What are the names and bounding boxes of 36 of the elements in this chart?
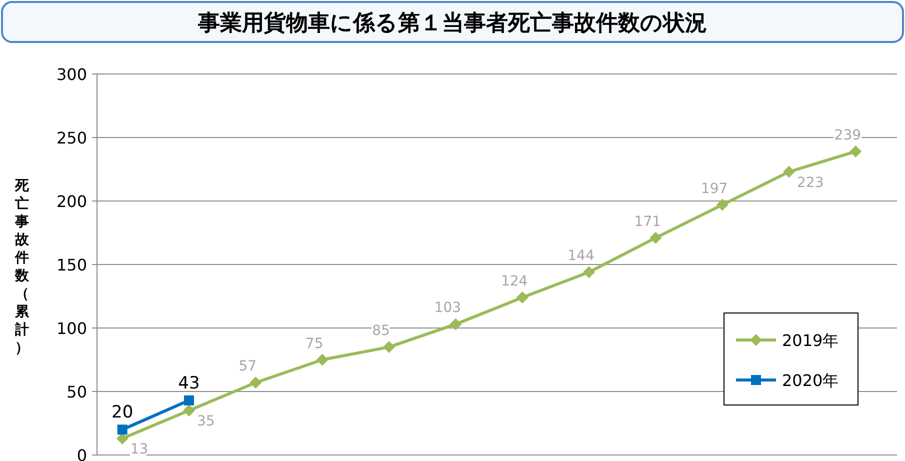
y-tick-label: 150 [56, 256, 87, 274]
data-label: 124 [500, 274, 528, 290]
legend-label: 2019年 [782, 331, 839, 350]
data-label: 75 [305, 336, 324, 352]
data-label: 103 [434, 300, 462, 316]
data-label: 223 [797, 174, 824, 191]
point [783, 166, 795, 178]
point [716, 198, 728, 211]
y-tick-label: 100 [56, 319, 87, 338]
data-label: 171 [634, 214, 662, 230]
data-label: 20 [112, 402, 134, 423]
point [383, 341, 395, 354]
data-label: 13 [130, 441, 148, 458]
point [650, 232, 662, 244]
legend-label: 2020年 [782, 371, 839, 390]
point [583, 266, 595, 278]
point [183, 404, 195, 417]
point [450, 318, 462, 330]
data-label: 57 [238, 358, 257, 375]
chart-title: 事業用貨物車に係る第１当事者死亡事故件数の状況 [197, 10, 707, 36]
y-tick-label: 200 [56, 192, 87, 211]
point [516, 292, 528, 304]
y-tick-label: 300 [56, 65, 87, 84]
point [117, 424, 128, 435]
text: 死亡事故件数（累計） [15, 178, 29, 356]
data-label: 144 [568, 248, 594, 264]
y-tick-label: 0 [76, 446, 87, 461]
point [316, 354, 328, 366]
data-label: 35 [197, 414, 215, 430]
data-label: 43 [178, 373, 200, 394]
y-tick-label: 250 [56, 128, 87, 148]
point [184, 395, 194, 406]
data-label: 197 [700, 180, 728, 197]
point [250, 376, 262, 389]
point [850, 145, 862, 158]
y-tick-label: 50 [66, 382, 87, 402]
